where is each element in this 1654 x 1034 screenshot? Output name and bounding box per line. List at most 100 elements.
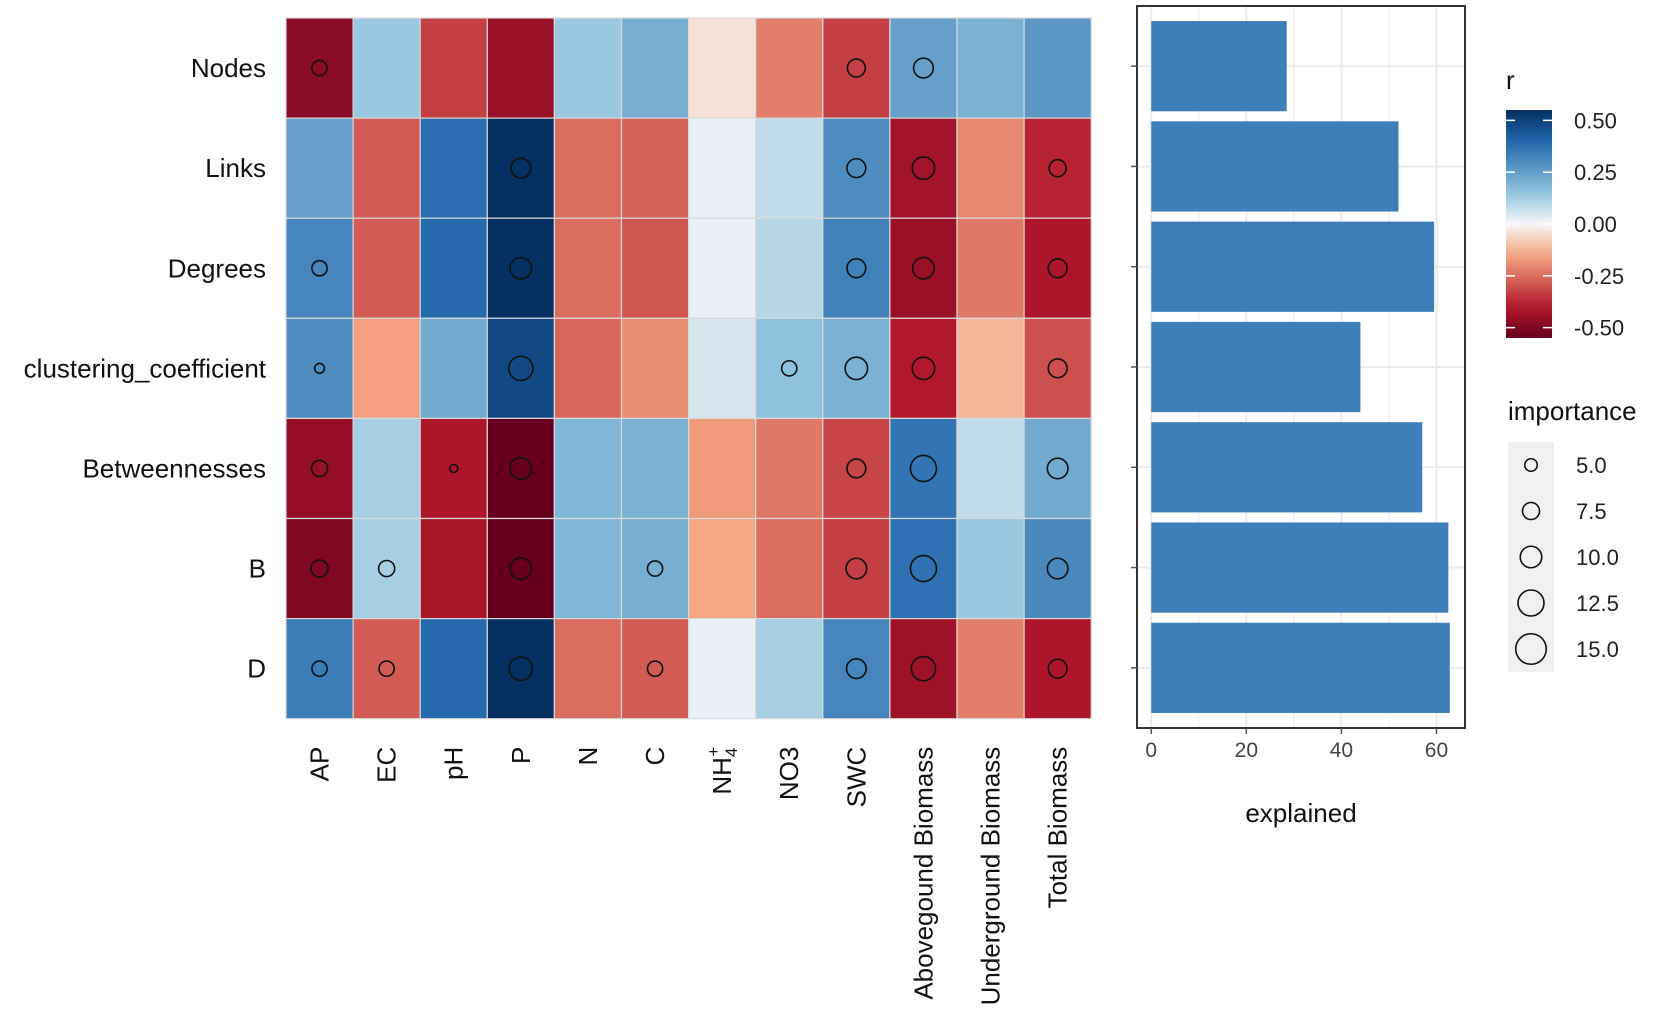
heat-cell bbox=[687, 217, 757, 319]
heat-cell bbox=[419, 617, 488, 720]
heat-cell bbox=[755, 117, 824, 219]
heat-cell bbox=[285, 117, 354, 219]
bar-Betweennesses bbox=[1151, 422, 1423, 513]
r-colorbar-legend: r 0.50 0.25 0.00 -0.25 -0.50 bbox=[1506, 65, 1624, 341]
heat-cell bbox=[822, 317, 891, 419]
heat-cell bbox=[1023, 417, 1092, 520]
heat-cell bbox=[822, 117, 891, 219]
column-label: Underground Biomass bbox=[976, 747, 1006, 1006]
heat-cell bbox=[889, 17, 958, 119]
heat-cell bbox=[1023, 17, 1092, 119]
heat-cell bbox=[889, 217, 958, 319]
heat-cell bbox=[352, 117, 421, 219]
heat-cell bbox=[486, 317, 555, 419]
importance-circle bbox=[378, 660, 396, 678]
bar-clustering_coefficient bbox=[1151, 321, 1361, 413]
heat-cell bbox=[1023, 117, 1092, 219]
heat-cell bbox=[1023, 217, 1092, 319]
heat-cell bbox=[486, 217, 555, 319]
heat-cell bbox=[419, 217, 488, 319]
importance-circle bbox=[1047, 658, 1068, 679]
heat-cell bbox=[486, 417, 555, 520]
heat-cell bbox=[687, 317, 757, 419]
heat-cell bbox=[285, 17, 354, 119]
importance-circle bbox=[911, 156, 936, 181]
heatmap-column-labels: AP EC pH P N C NH4+ NO3 SWC Abovegound Biomass Und… bbox=[305, 747, 1073, 1006]
importance-circle bbox=[846, 458, 867, 479]
importance-key-circle bbox=[1514, 632, 1548, 666]
importance-circle bbox=[910, 655, 937, 682]
heat-cell bbox=[620, 617, 690, 720]
bar-Links bbox=[1151, 121, 1399, 212]
r-tick-label: -0.50 bbox=[1574, 316, 1624, 341]
heat-cell bbox=[889, 417, 958, 520]
heat-cell bbox=[553, 417, 623, 520]
heat-cell bbox=[553, 17, 623, 119]
heatmap-panel bbox=[285, 17, 1092, 720]
heat-cell bbox=[486, 117, 555, 219]
heat-cell bbox=[889, 617, 958, 720]
column-label: NH4+ bbox=[704, 747, 741, 795]
importance-circle bbox=[909, 554, 938, 583]
heat-cell bbox=[486, 17, 555, 119]
heat-cell bbox=[687, 117, 757, 219]
importance-circle bbox=[844, 356, 869, 381]
row-label: clustering_coefficient bbox=[24, 353, 267, 383]
heat-cell bbox=[285, 517, 354, 620]
importance-key-background bbox=[1508, 534, 1554, 580]
importance-key-label: 10.0 bbox=[1576, 545, 1619, 570]
row-label: Betweennesses bbox=[82, 453, 266, 483]
importance-circle bbox=[377, 559, 396, 578]
heat-cell bbox=[755, 17, 824, 119]
importance-circle bbox=[1047, 358, 1068, 379]
importance-circle bbox=[911, 256, 936, 280]
x-tick-label: 40 bbox=[1330, 739, 1353, 762]
row-label: Degrees bbox=[168, 253, 266, 283]
heat-cell bbox=[352, 17, 421, 119]
heatmap-row-labels: Nodes Links Degrees clustering_coefficient B… bbox=[24, 53, 267, 684]
heat-cell bbox=[687, 617, 757, 720]
importance-circle bbox=[1048, 158, 1067, 178]
importance-circle bbox=[311, 59, 328, 77]
importance-circle bbox=[508, 656, 534, 682]
heat-cell bbox=[419, 517, 488, 620]
importance-key-circle bbox=[1517, 589, 1545, 617]
r-tick-label: 0.50 bbox=[1574, 108, 1617, 133]
column-label: N bbox=[573, 747, 603, 766]
x-tick-label: 0 bbox=[1145, 739, 1157, 762]
heat-cell bbox=[352, 617, 421, 720]
column-label: NO3 bbox=[774, 747, 804, 800]
heat-cell bbox=[822, 517, 891, 620]
heat-cell bbox=[352, 317, 421, 419]
column-label: AP bbox=[305, 747, 335, 782]
row-label: D bbox=[247, 654, 266, 684]
heat-cell bbox=[419, 317, 488, 419]
importance-size-legend: importance 5.0 7.5 10.0 12.5 15.0 bbox=[1508, 396, 1637, 672]
importance-circle bbox=[846, 157, 867, 179]
importance-circle bbox=[646, 660, 664, 678]
importance-key-circle bbox=[1523, 457, 1539, 473]
heat-cell bbox=[285, 617, 354, 720]
heat-cell bbox=[553, 317, 623, 419]
importance-key-background bbox=[1508, 488, 1554, 534]
heat-cell bbox=[687, 17, 757, 119]
bar-Nodes bbox=[1151, 21, 1287, 112]
heat-cell bbox=[285, 317, 354, 419]
heat-cell bbox=[486, 617, 555, 720]
heat-cell bbox=[620, 317, 690, 419]
importance-circle bbox=[646, 560, 664, 577]
heat-cell bbox=[352, 217, 421, 319]
importance-circle bbox=[311, 259, 328, 277]
importance-key-label: 15.0 bbox=[1576, 637, 1619, 662]
heat-cell bbox=[285, 217, 354, 319]
heat-cell bbox=[620, 517, 690, 620]
bar-B bbox=[1151, 522, 1449, 613]
importance-key-background bbox=[1508, 580, 1554, 626]
heat-cell bbox=[822, 17, 891, 119]
heat-cell bbox=[1023, 317, 1092, 419]
bar-D bbox=[1151, 622, 1450, 713]
importance-circle bbox=[1046, 457, 1069, 480]
column-label: EC bbox=[372, 747, 402, 783]
importance-circle bbox=[1047, 258, 1068, 279]
